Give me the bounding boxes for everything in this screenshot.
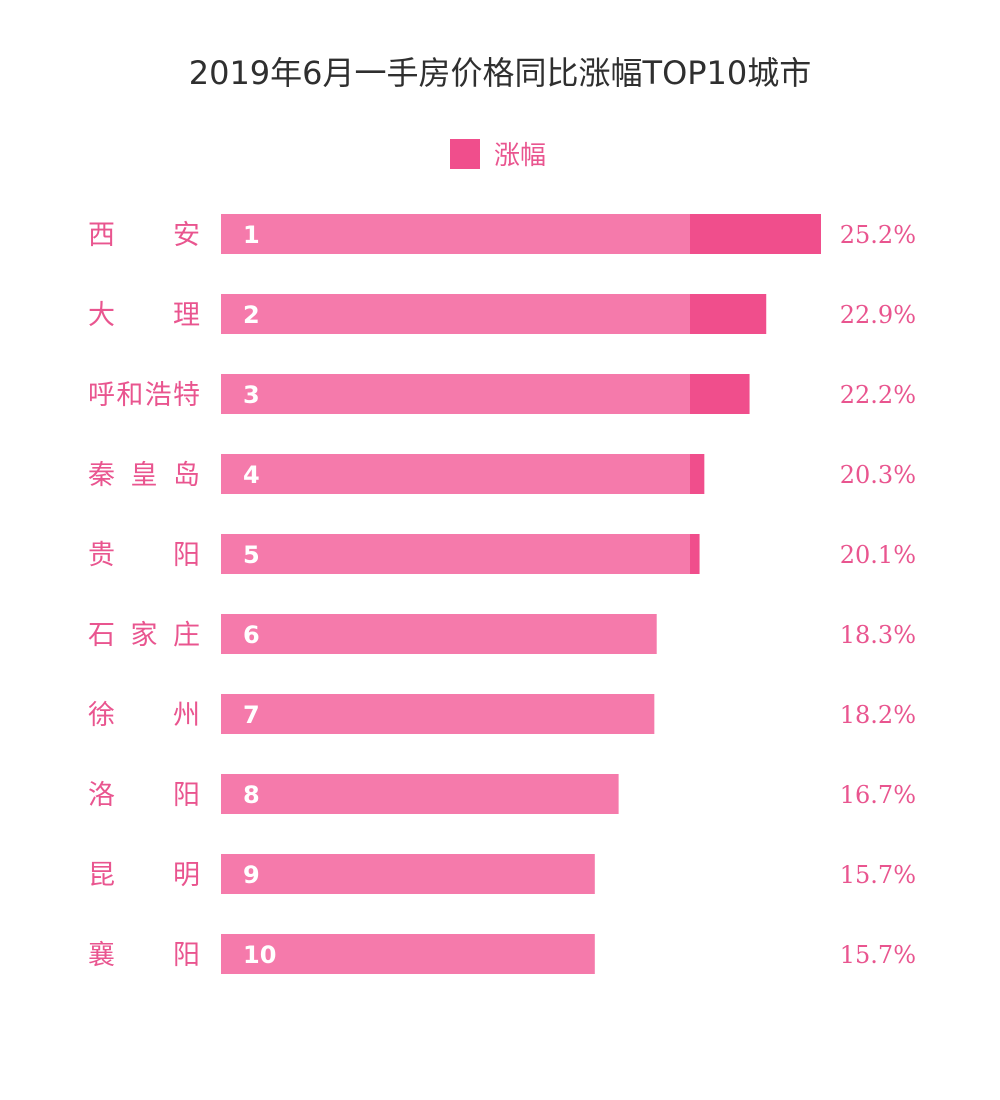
value-label-7: 18.2% bbox=[840, 701, 916, 729]
rank-label-8: 8 bbox=[243, 781, 260, 809]
rank-label-1: 1 bbox=[243, 221, 260, 249]
legend-swatch bbox=[450, 138, 480, 169]
rank-label-7: 7 bbox=[243, 701, 260, 729]
value-label-1: 25.2% bbox=[840, 221, 916, 249]
legend-label: 涨幅 bbox=[494, 141, 547, 171]
chart-title: 2019年6月一手房价格同比涨幅TOP10城市 bbox=[188, 54, 812, 92]
bar-1 bbox=[221, 214, 690, 254]
bar-tail-1 bbox=[690, 214, 821, 254]
rank-label-3: 3 bbox=[243, 381, 260, 409]
bar-6 bbox=[221, 614, 657, 654]
city-label-7: 徐 州 bbox=[88, 700, 200, 731]
rank-label-4: 4 bbox=[243, 461, 260, 489]
bar-9 bbox=[221, 854, 595, 894]
bar-3 bbox=[221, 374, 690, 414]
bar-tail-4 bbox=[690, 454, 705, 494]
legend: 涨幅 bbox=[450, 135, 546, 172]
bar-5 bbox=[221, 534, 690, 574]
value-label-10: 15.7% bbox=[840, 941, 916, 969]
city-label-1: 西 安 bbox=[88, 220, 200, 251]
bar-tail-3 bbox=[690, 374, 750, 414]
bar-tail-5 bbox=[690, 534, 700, 574]
rank-label-5: 5 bbox=[243, 541, 260, 569]
city-label-8: 洛 阳 bbox=[88, 780, 200, 811]
city-label-6: 石家庄 bbox=[88, 620, 200, 651]
bar-tail-2 bbox=[690, 294, 767, 334]
city-label-5: 贵 阳 bbox=[88, 540, 200, 571]
bar-7 bbox=[221, 694, 655, 734]
value-label-2: 22.9% bbox=[840, 301, 916, 329]
city-label-9: 昆 明 bbox=[88, 860, 200, 891]
value-label-4: 20.3% bbox=[840, 461, 916, 489]
city-label-4: 秦皇岛 bbox=[88, 460, 200, 491]
value-label-5: 20.1% bbox=[840, 541, 916, 569]
rank-label-6: 6 bbox=[243, 621, 260, 649]
value-label-8: 16.7% bbox=[840, 781, 916, 809]
city-label-10: 襄 阳 bbox=[88, 940, 200, 971]
rank-label-2: 2 bbox=[243, 301, 260, 329]
rank-label-9: 9 bbox=[243, 861, 260, 889]
bar-10 bbox=[221, 934, 595, 974]
bar-8 bbox=[221, 774, 619, 814]
bar-4 bbox=[221, 454, 690, 494]
rank-label-10: 10 bbox=[243, 941, 276, 969]
bar-2 bbox=[221, 294, 690, 334]
value-label-6: 18.3% bbox=[840, 621, 916, 649]
city-label-2: 大 理 bbox=[88, 300, 200, 331]
city-label-3: 呼和浩特 bbox=[88, 380, 200, 411]
value-label-9: 15.7% bbox=[840, 861, 916, 889]
value-label-3: 22.2% bbox=[840, 381, 916, 409]
